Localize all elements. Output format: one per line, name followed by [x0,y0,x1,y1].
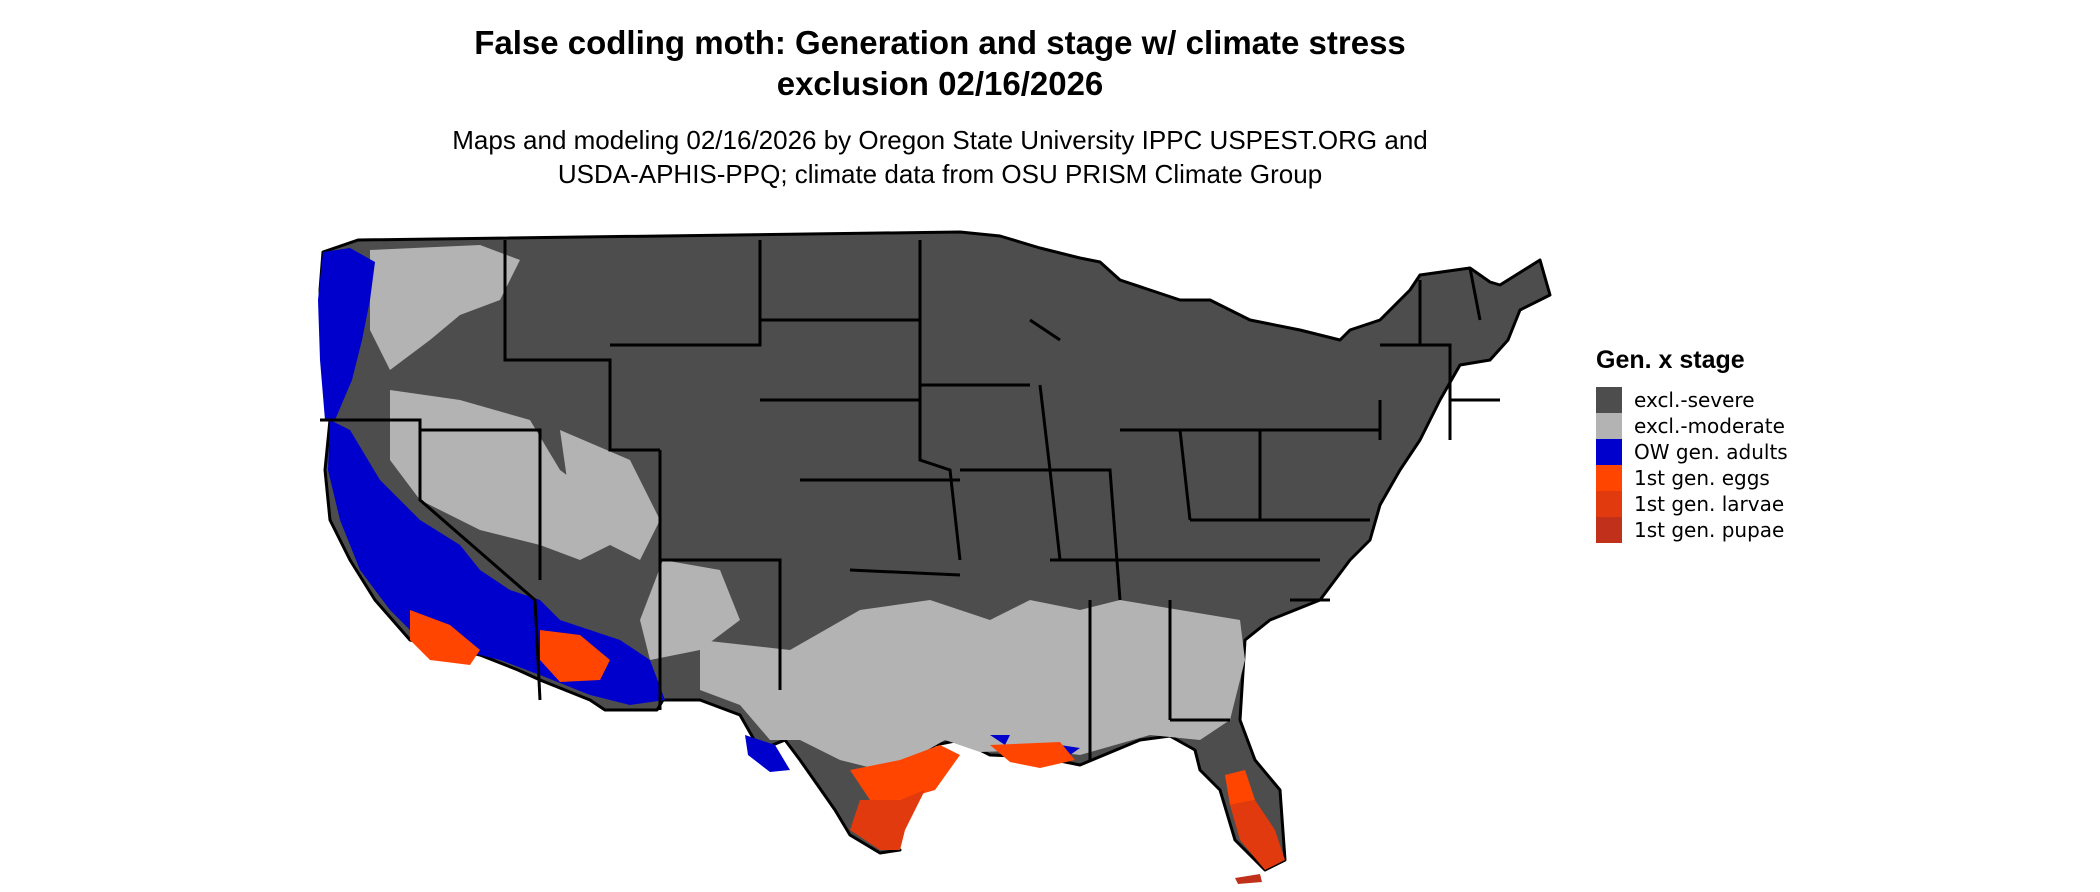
legend-item: excl.-moderate [1596,413,1788,439]
legend-label: 1st gen. larvae [1634,492,1784,516]
legend-swatch [1596,439,1622,465]
legend-item: 1st gen. eggs [1596,465,1788,491]
legend-swatch [1596,413,1622,439]
legend-item: OW gen. adults [1596,439,1788,465]
map-legend: Gen. x stage excl.-severe excl.-moderate O… [1596,346,1788,543]
legend-swatch [1596,465,1622,491]
legend-swatch [1596,491,1622,517]
legend-title: Gen. x stage [1596,346,1788,375]
legend-label: excl.-severe [1634,388,1755,412]
legend-item: 1st gen. larvae [1596,491,1788,517]
legend-items: excl.-severe excl.-moderate OW gen. adults… [1596,387,1788,543]
legend-label: 1st gen. pupae [1634,518,1784,542]
legend-item: 1st gen. pupae [1596,517,1788,543]
legend-label: 1st gen. eggs [1634,466,1770,490]
legend-item: excl.-severe [1596,387,1788,413]
legend-label: OW gen. adults [1634,440,1788,464]
pupae-areas [1235,874,1262,884]
legend-label: excl.-moderate [1634,414,1785,438]
legend-swatch [1596,517,1622,543]
legend-swatch [1596,387,1622,413]
larvae-areas [850,790,1285,870]
